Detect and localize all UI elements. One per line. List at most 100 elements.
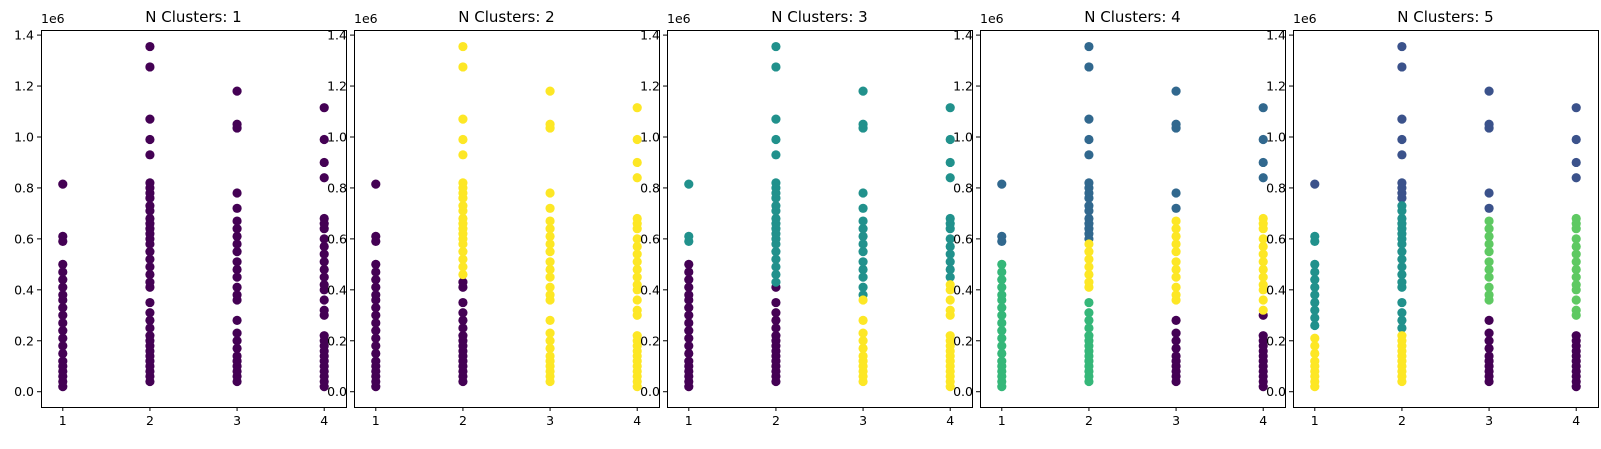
data-point <box>1171 216 1181 226</box>
data-point <box>545 247 555 257</box>
y-tick-label: 1.4 <box>953 28 973 43</box>
data-point <box>771 323 781 333</box>
data-point <box>1258 295 1268 305</box>
data-point <box>545 272 555 282</box>
data-point <box>545 336 555 346</box>
data-point <box>545 216 555 226</box>
y-tick-label: 0.4 <box>1266 282 1286 297</box>
data-point <box>319 257 329 267</box>
data-point <box>1084 297 1094 308</box>
data-point <box>1484 257 1494 267</box>
x-tick-label: 3 <box>1172 413 1180 428</box>
data-point <box>232 247 242 257</box>
data-point <box>1571 264 1581 275</box>
data-point <box>1397 254 1407 264</box>
data-point <box>1484 188 1494 198</box>
data-point <box>319 173 329 183</box>
data-point <box>145 178 155 188</box>
data-point <box>1484 119 1494 129</box>
data-point <box>997 341 1007 351</box>
data-point <box>1084 323 1094 333</box>
data-point <box>997 318 1007 328</box>
y-tick-label: 1.2 <box>327 79 347 94</box>
data-point <box>145 150 155 160</box>
cluster-group-2 <box>997 41 1268 247</box>
subplot-3: N Clusters: 3 1e6 1 2 3 4 0.0 0.2 0.4 0.6 0.8 1.0 1.… <box>640 8 973 428</box>
data-point <box>145 308 155 318</box>
data-point <box>371 267 381 277</box>
data-point <box>771 134 781 145</box>
data-point <box>1171 328 1181 338</box>
data-point <box>684 348 694 359</box>
data-point <box>145 62 155 72</box>
data-point <box>684 341 694 351</box>
data-point <box>771 262 781 272</box>
data-point <box>319 249 329 259</box>
data-point <box>145 41 155 52</box>
data-point <box>632 264 642 275</box>
data-point <box>458 262 468 272</box>
data-point <box>1397 331 1407 341</box>
data-point <box>1397 62 1407 72</box>
y-tick-label: 0.0 <box>1266 384 1286 399</box>
data-point <box>632 295 642 305</box>
data-point <box>632 241 642 252</box>
data-point <box>997 275 1007 285</box>
data-point <box>1310 333 1320 343</box>
data-point <box>684 356 694 366</box>
data-point <box>1171 336 1181 346</box>
data-point <box>771 269 781 280</box>
data-point <box>58 341 68 351</box>
data-point <box>632 280 642 290</box>
data-point <box>1571 305 1581 315</box>
y-tick-label: 0.0 <box>14 384 34 399</box>
data-point <box>1258 103 1268 113</box>
data-point <box>1571 241 1581 252</box>
data-point <box>632 134 642 145</box>
data-point <box>319 213 329 224</box>
data-point <box>1310 259 1320 269</box>
data-point <box>945 134 955 145</box>
data-point <box>858 328 868 338</box>
data-point <box>58 318 68 328</box>
data-point <box>1171 282 1181 292</box>
data-point <box>1397 269 1407 280</box>
cluster-group-1 <box>58 41 329 392</box>
data-point <box>319 241 329 252</box>
data-point <box>58 267 68 277</box>
scatter-points <box>684 41 955 392</box>
data-point <box>858 272 868 282</box>
data-point <box>458 178 468 188</box>
y-tick-label: 0.2 <box>953 333 973 348</box>
data-point <box>319 331 329 341</box>
data-point <box>1258 249 1268 259</box>
y-tick-label: 0.6 <box>1266 231 1286 246</box>
cluster-group-1 <box>1171 310 1268 392</box>
data-point <box>458 114 468 124</box>
data-point <box>1258 241 1268 252</box>
data-point <box>232 343 242 354</box>
data-point <box>1571 173 1581 183</box>
y-tick-label: 0.2 <box>327 333 347 348</box>
data-point <box>1084 331 1094 341</box>
data-point <box>945 280 955 290</box>
data-point <box>545 290 555 300</box>
data-point <box>1258 213 1268 224</box>
x-tick-label: 4 <box>1259 413 1267 428</box>
data-point <box>771 178 781 188</box>
data-point <box>1571 295 1581 305</box>
data-point <box>1310 313 1320 323</box>
cluster-group-1 <box>684 259 781 392</box>
data-point <box>1397 201 1407 211</box>
y-tick-label: 0.8 <box>640 180 660 195</box>
data-point <box>1171 290 1181 300</box>
data-point <box>1397 308 1407 318</box>
x-tick-label: 3 <box>546 413 554 428</box>
data-point <box>319 157 329 168</box>
data-point <box>458 277 468 287</box>
y-tick-label: 0.6 <box>953 231 973 246</box>
data-point <box>1258 280 1268 290</box>
data-point <box>371 310 381 320</box>
y-tick-label: 1.0 <box>14 129 34 144</box>
data-point <box>319 103 329 113</box>
